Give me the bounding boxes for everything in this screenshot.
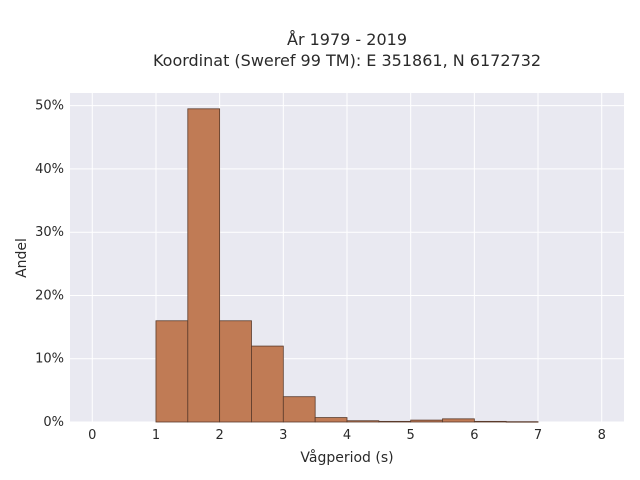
bars: [155, 108, 539, 423]
chart-title-line2: Koordinat (Sweref 99 TM): E 351861, N 61…: [153, 51, 541, 70]
x-tick-label: 1: [152, 428, 160, 443]
y-tick-label: 50%: [35, 99, 64, 114]
histogram-bar: [219, 320, 252, 423]
x-axis-label: Vågperiod (s): [300, 449, 393, 466]
y-tick-label: 10%: [35, 352, 64, 367]
y-axis-ticks: 0% 10% 20% 30% 40% 50%: [35, 99, 64, 430]
y-tick-label: 0%: [43, 415, 64, 430]
histogram-bar: [410, 419, 443, 423]
histogram-bar: [378, 420, 412, 423]
histogram-bar: [505, 421, 539, 423]
histogram-bar: [155, 320, 189, 423]
x-tick-label: 2: [216, 428, 224, 443]
x-axis-ticks: 0 1 2 3 4 5 6 7 8: [88, 428, 606, 443]
chart-title-line1: År 1979 - 2019: [287, 30, 407, 49]
histogram-bar: [314, 417, 348, 423]
histogram-bar: [346, 420, 380, 423]
x-tick-label: 6: [470, 428, 478, 443]
histogram-bar: [187, 108, 221, 423]
x-tick-label: 7: [534, 428, 542, 443]
y-axis-label: Andel: [14, 238, 30, 278]
x-tick-label: 0: [88, 428, 96, 443]
x-tick-label: 5: [407, 428, 415, 443]
x-tick-label: 4: [343, 428, 351, 443]
x-tick-label: 8: [598, 428, 606, 443]
x-tick-label: 3: [279, 428, 287, 443]
histogram-bar: [282, 396, 316, 423]
y-tick-label: 40%: [35, 162, 64, 177]
histogram-bar: [251, 345, 284, 423]
y-tick-label: 20%: [35, 288, 64, 303]
histogram-bar: [442, 418, 475, 423]
y-tick-label: 30%: [35, 225, 64, 240]
histogram-bar: [473, 420, 507, 423]
